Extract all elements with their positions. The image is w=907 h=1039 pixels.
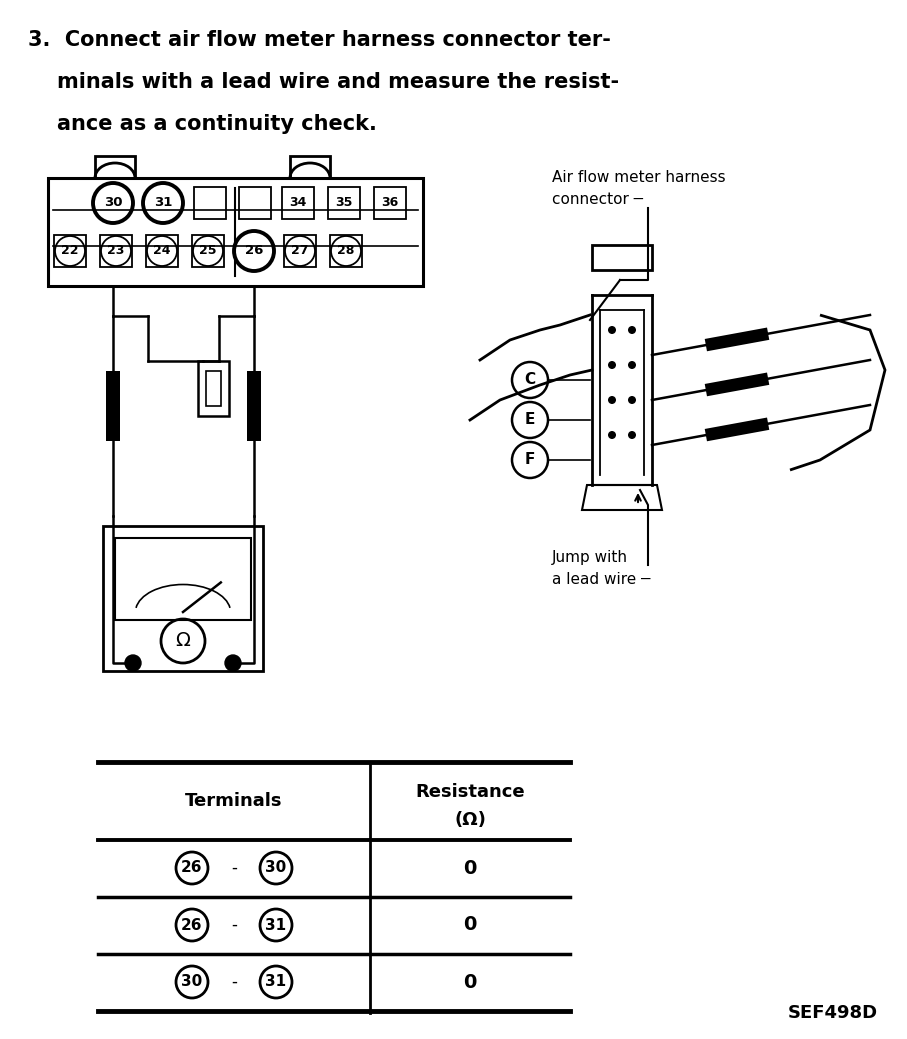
Text: 0: 0 [463, 858, 477, 878]
Text: 22: 22 [62, 244, 79, 258]
Text: C: C [524, 373, 535, 388]
Text: (Ω): (Ω) [454, 811, 486, 829]
Text: ance as a continuity check.: ance as a continuity check. [28, 114, 377, 134]
Text: Jump with: Jump with [552, 550, 628, 565]
Text: 24: 24 [153, 244, 171, 258]
Text: Terminals: Terminals [185, 792, 283, 810]
Text: -: - [231, 973, 237, 991]
Text: F: F [525, 453, 535, 468]
Text: connector ─: connector ─ [552, 192, 643, 207]
Text: 3.  Connect air flow meter harness connector ter-: 3. Connect air flow meter harness connec… [28, 30, 611, 50]
Text: a lead wire ─: a lead wire ─ [552, 572, 650, 587]
Text: 0: 0 [463, 973, 477, 991]
Text: 34: 34 [289, 196, 307, 210]
Text: 0: 0 [463, 915, 477, 934]
Circle shape [125, 655, 141, 671]
Text: 26: 26 [181, 917, 203, 932]
Text: 31: 31 [266, 917, 287, 932]
Text: 30: 30 [103, 196, 122, 210]
Text: E: E [525, 412, 535, 427]
Text: 26: 26 [245, 244, 263, 258]
Text: 30: 30 [266, 860, 287, 876]
Text: Ω: Ω [176, 632, 190, 650]
Text: minals with a lead wire and measure the resist-: minals with a lead wire and measure the … [28, 72, 619, 92]
Text: SEF498D: SEF498D [788, 1004, 878, 1022]
Circle shape [628, 396, 636, 404]
Text: 27: 27 [291, 244, 308, 258]
Circle shape [225, 655, 241, 671]
Text: 25: 25 [200, 244, 217, 258]
Circle shape [608, 361, 616, 369]
Circle shape [608, 431, 616, 439]
Circle shape [628, 361, 636, 369]
FancyBboxPatch shape [247, 371, 261, 441]
Circle shape [608, 326, 616, 334]
Text: 31: 31 [266, 975, 287, 989]
Circle shape [628, 326, 636, 334]
Text: Resistance: Resistance [415, 783, 525, 801]
Text: Air flow meter harness: Air flow meter harness [552, 170, 726, 185]
Text: 31: 31 [154, 196, 172, 210]
Text: 23: 23 [107, 244, 124, 258]
Text: 30: 30 [181, 975, 202, 989]
Circle shape [608, 396, 616, 404]
Text: -: - [231, 859, 237, 877]
Text: 28: 28 [337, 244, 355, 258]
FancyBboxPatch shape [106, 371, 120, 441]
Text: 26: 26 [181, 860, 203, 876]
Circle shape [628, 431, 636, 439]
Text: -: - [231, 916, 237, 934]
Text: 35: 35 [336, 196, 353, 210]
Text: 36: 36 [381, 196, 398, 210]
